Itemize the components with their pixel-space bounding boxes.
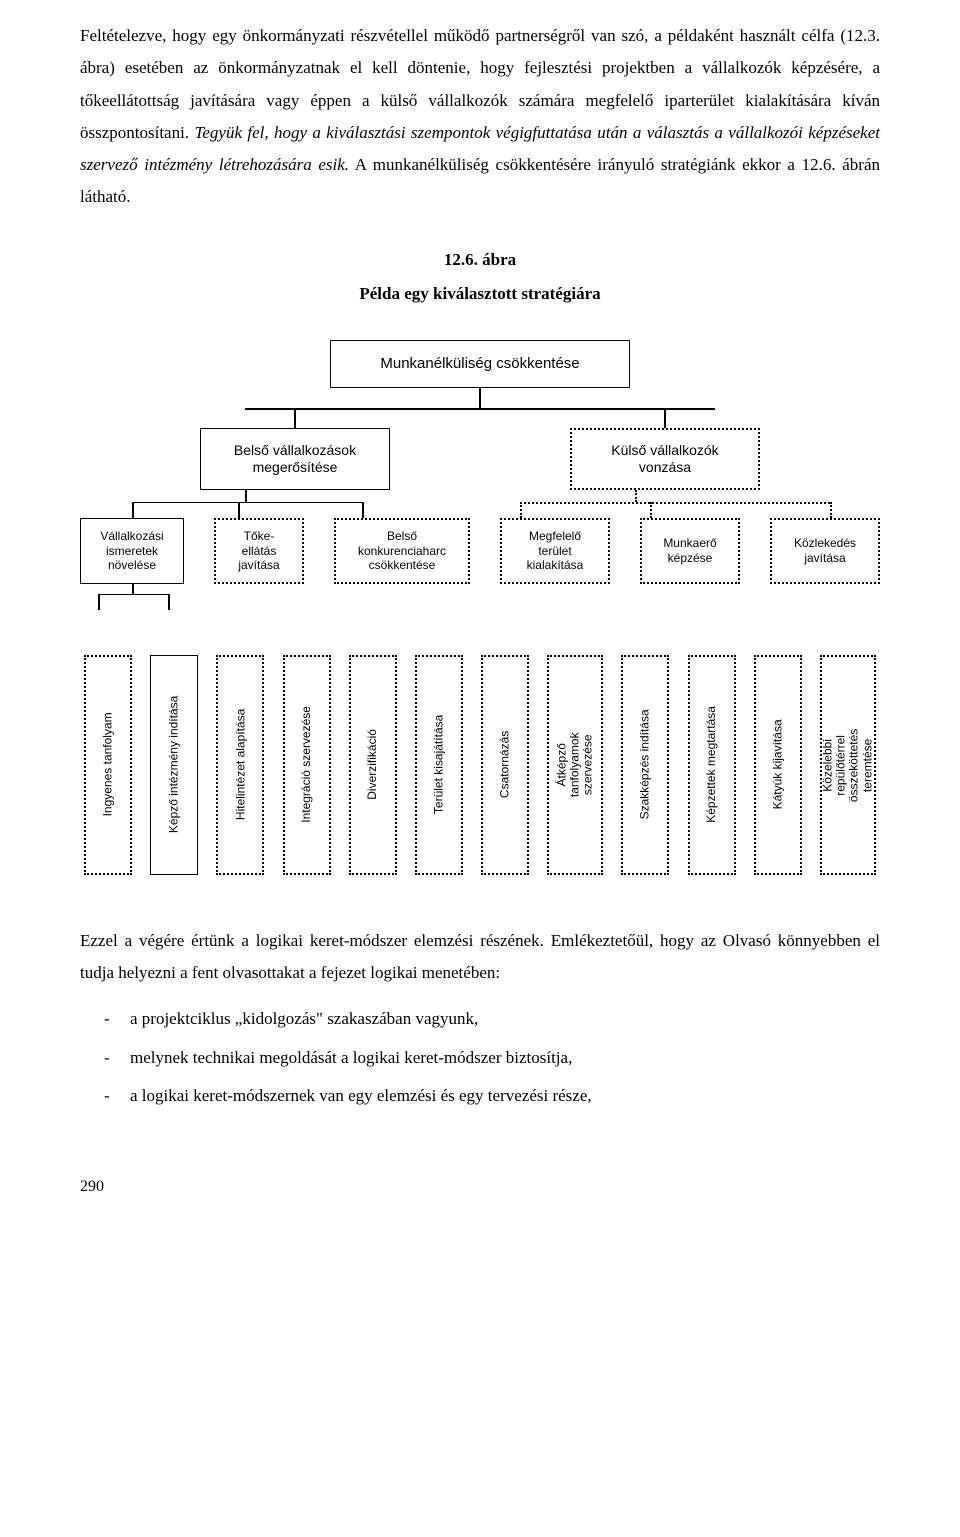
connector-line — [362, 502, 364, 518]
diagram-node-l4j: Képzettek megtartása — [688, 655, 736, 875]
diagram-node-l4c: Hitelintézet alapítása — [216, 655, 264, 875]
connector-line — [98, 594, 100, 610]
connector-line — [294, 410, 296, 428]
diagram-node-l4i: Szakképzés indítása — [621, 655, 669, 875]
strategy-diagram: Munkanélküliség csökkentése Belső vállal… — [80, 340, 880, 875]
diagram-node-l4l: Közelebbi repülőtérrel összeköttetés ter… — [820, 655, 876, 875]
diagram-node-l4k: Kátyúk kijavítása — [754, 655, 802, 875]
closing-paragraph: Ezzel a végére értünk a logikai keret-mó… — [80, 925, 880, 990]
diagram-node-l3a: Vállalkozási ismeretek növelése — [80, 518, 184, 584]
connector-line — [132, 502, 134, 518]
connector-line — [830, 502, 832, 518]
diagram-node-l4e: Diverzifikáció — [349, 655, 397, 875]
connector-line — [479, 388, 481, 408]
bullet-item: a projektciklus „kidolgozás" szakaszában… — [130, 1003, 880, 1035]
intro-paragraph: Feltételezve, hogy egy önkormányzati rés… — [80, 20, 880, 214]
connector-line — [245, 408, 715, 410]
diagram-node-l4d: Integráció szervezése — [283, 655, 331, 875]
diagram-node-l3b: Tőke-ellátás javítása — [214, 518, 304, 584]
diagram-node-l3d: Megfelelő terület kialakítása — [500, 518, 610, 584]
diagram-node-l3e: Munkaerő képzése — [640, 518, 740, 584]
page-number: 290 — [80, 1172, 880, 1202]
diagram-node-l4b: Képző intézmény indítása — [150, 655, 198, 875]
connector-line — [238, 502, 240, 518]
connector-line — [650, 502, 652, 518]
bullet-item: melynek technikai megoldását a logikai k… — [130, 1042, 880, 1074]
diagram-level3-row: Vállalkozási ismeretek növelése Tőke-ell… — [80, 518, 880, 584]
connector-line — [132, 502, 362, 504]
diagram-node-l2a: Belső vállalkozások megerősítése — [200, 428, 390, 490]
connector-line — [168, 594, 170, 610]
diagram-node-l4f: Terület kisajátítása — [415, 655, 463, 875]
connector-line — [245, 490, 247, 502]
connector-line — [664, 410, 666, 428]
diagram-level4-row: Ingyenes tanfolyam Képző intézmény indítá… — [80, 655, 880, 875]
diagram-node-l3f: Közlekedés javítása — [770, 518, 880, 584]
connector-line — [635, 490, 637, 502]
diagram-node-l4a: Ingyenes tanfolyam — [84, 655, 132, 875]
connector-line — [132, 584, 134, 594]
diagram-node-l4h: Átképző tanfolyamok szervezése — [547, 655, 603, 875]
bullet-item: a logikai keret-módszernek van egy elemz… — [130, 1080, 880, 1112]
diagram-node-l4g: Csatornázás — [481, 655, 529, 875]
figure-number: 12.6. ábra — [80, 244, 880, 276]
connector-line — [98, 594, 168, 596]
diagram-node-root: Munkanélküliség csökkentése — [330, 340, 630, 388]
diagram-node-l3c: Belső konkurenciaharc csökkentése — [334, 518, 470, 584]
bullet-list: a projektciklus „kidolgozás" szakaszában… — [80, 1003, 880, 1112]
connector-line — [520, 502, 830, 504]
connector-line — [520, 502, 522, 518]
diagram-node-l2b: Külső vállalkozók vonzása — [570, 428, 760, 490]
figure-caption: Példa egy kiválasztott stratégiára — [80, 278, 880, 310]
